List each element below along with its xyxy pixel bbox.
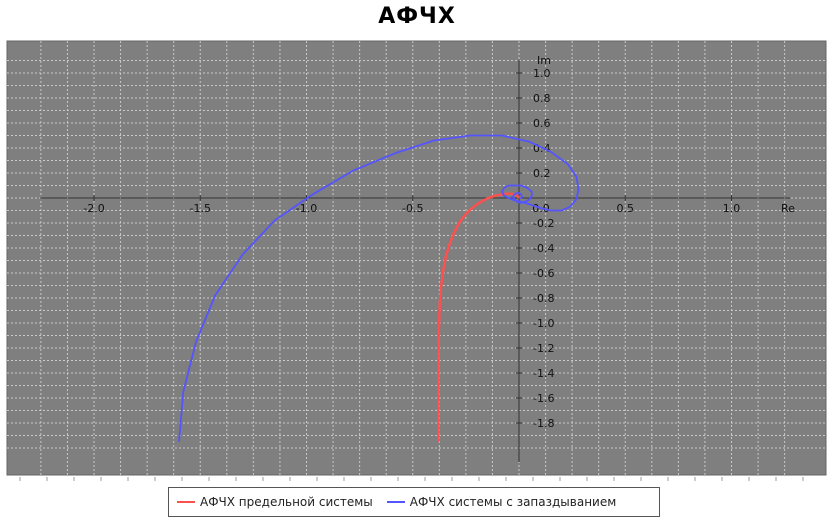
y-tick-label: -1.8 <box>533 417 554 430</box>
y-tick-label: -1.0 <box>533 317 554 330</box>
series-line-limit-system <box>437 192 521 442</box>
y-tick-label: -1.2 <box>533 342 554 355</box>
y-tick-label: -0.4 <box>533 242 554 255</box>
chart-title: АФЧХ <box>378 4 456 29</box>
x-tick-label: -1.0 <box>296 202 317 215</box>
y-tick-label: -0.2 <box>533 217 554 230</box>
legend-label: АФЧХ системы с запаздыванием <box>409 495 617 509</box>
y-tick-label: -0.8 <box>533 292 554 305</box>
legend-label: АФЧХ предельной системы <box>200 495 373 509</box>
x-axis-label: Re <box>781 202 795 215</box>
x-tick-label: -2.0 <box>83 202 104 215</box>
y-axis-label: Im <box>537 54 551 67</box>
x-tick-label: -0.5 <box>402 202 423 215</box>
y-tick-label: -1.6 <box>533 392 554 405</box>
legend-swatch-red <box>177 501 195 503</box>
y-tick-label: 0.2 <box>533 167 551 180</box>
y-tick-label: -1.4 <box>533 367 554 380</box>
series-line-delay-system <box>178 134 580 442</box>
legend-item-limit-system: АФЧХ предельной системы <box>177 495 373 509</box>
x-tick-label: -1.5 <box>190 202 211 215</box>
y-tick-label: 1.0 <box>533 67 551 80</box>
y-tick-label: 0.6 <box>533 117 551 130</box>
x-tick-label: 1.0 <box>723 202 741 215</box>
y-tick-label: 0.8 <box>533 92 551 105</box>
x-tick-label: 0.5 <box>617 202 635 215</box>
plot-background <box>6 40 827 476</box>
y-tick-label: -0.6 <box>533 267 554 280</box>
legend-item-delay-system: АФЧХ системы с запаздыванием <box>386 495 617 509</box>
chart-legend: АФЧХ предельной системы АФЧХ системы с з… <box>168 487 660 517</box>
legend-swatch-blue <box>386 501 405 503</box>
